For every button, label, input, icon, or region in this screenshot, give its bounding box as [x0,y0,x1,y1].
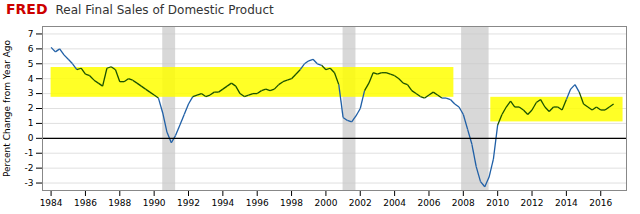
svg-text:5: 5 [28,59,34,69]
svg-text:1: 1 [28,118,34,128]
svg-text:4: 4 [28,74,34,84]
html-text:Real Final Sales of Domestic P: Real Final Sales of Domestic Product [55,3,274,17]
svg-text:-2: -2 [25,163,34,173]
svg-text:2014: 2014 [555,198,578,208]
svg-text:2010: 2010 [486,198,509,208]
svg-text:1986: 1986 [74,198,97,208]
svg-text:3: 3 [28,88,34,98]
svg-text:2012: 2012 [521,198,544,208]
svg-text:2004: 2004 [383,198,406,208]
svg-text:1992: 1992 [177,198,200,208]
svg-text:2: 2 [28,103,34,113]
svg-text:1998: 1998 [280,198,303,208]
svg-text:2016: 2016 [589,198,612,208]
svg-text:1988: 1988 [108,198,131,208]
svg-text:-1: -1 [25,148,34,158]
svg-text:Percent Change from Year Ago: Percent Change from Year Ago [2,39,12,177]
svg-text:1996: 1996 [246,198,269,208]
svg-text:1990: 1990 [143,198,166,208]
svg-text:6: 6 [28,44,34,54]
html-text:FRED: FRED [6,1,48,17]
svg-text:0: 0 [28,133,34,143]
svg-text:-3: -3 [25,178,34,188]
svg-text:2000: 2000 [314,198,337,208]
svg-text:2008: 2008 [452,198,475,208]
svg-text:1984: 1984 [40,198,63,208]
svg-text:1994: 1994 [211,198,234,208]
svg-text:2006: 2006 [418,198,441,208]
svg-text:7: 7 [28,29,34,39]
svg-text:2002: 2002 [349,198,372,208]
